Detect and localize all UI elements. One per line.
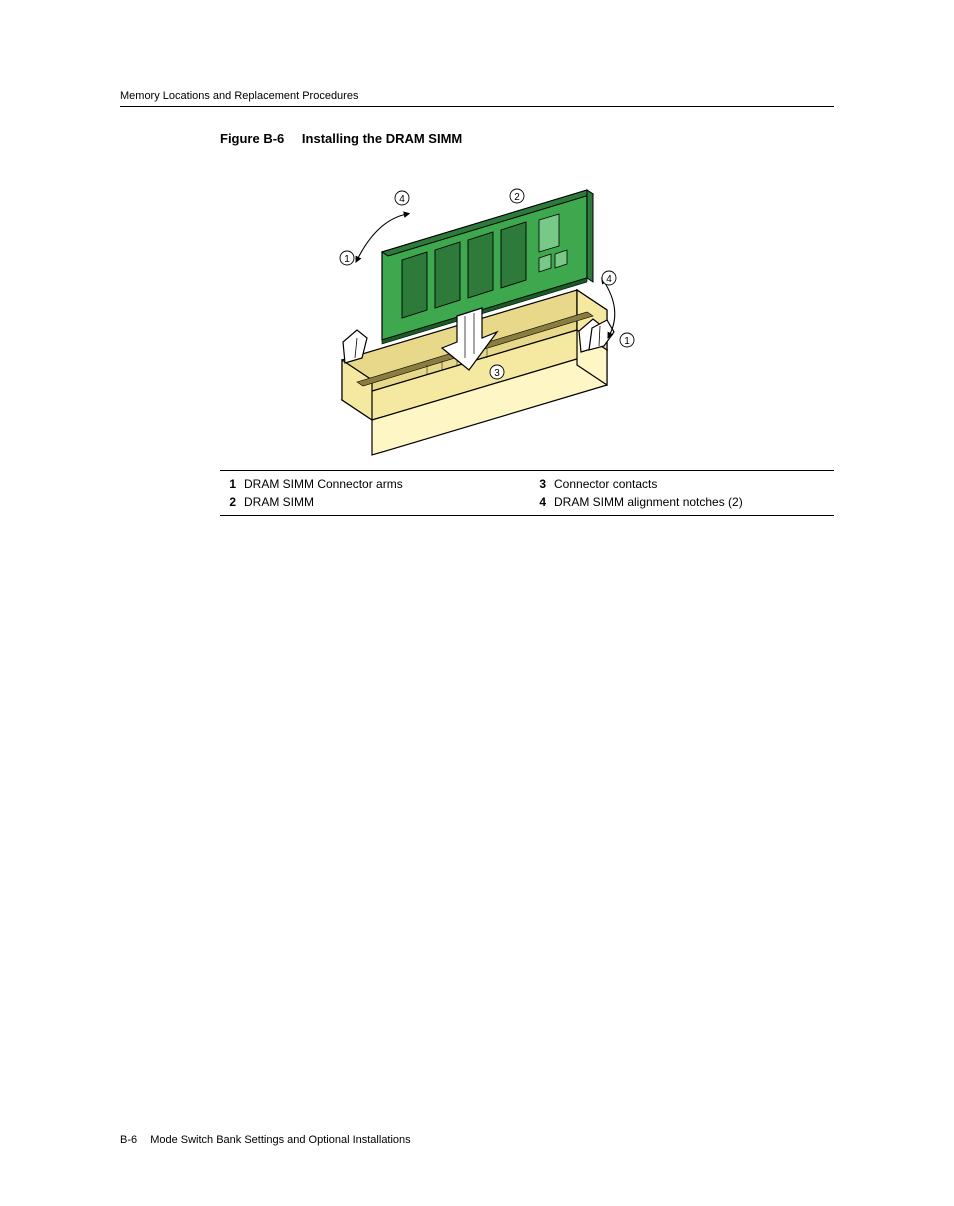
callout-4-left: 4 [395,191,409,205]
legend-num-4: 4 [530,495,548,509]
svg-text:4: 4 [399,194,405,205]
figure-title: Installing the DRAM SIMM [302,131,462,146]
legend-num-1: 1 [220,477,238,491]
legend-text-4: DRAM SIMM alignment notches (2) [554,495,834,509]
callout-1-right: 1 [620,333,634,347]
callout-2: 2 [510,189,524,203]
legend-num-2: 2 [220,495,238,509]
page-number: B-6 [120,1134,137,1146]
svg-text:3: 3 [494,368,500,379]
svg-text:4: 4 [606,274,612,285]
figure-legend: 1 DRAM SIMM Connector arms 3 Connector c… [220,470,834,516]
svg-text:1: 1 [624,336,630,347]
callout-4-right: 4 [602,271,616,285]
chapter-title: Mode Switch Bank Settings and Optional I… [150,1134,410,1146]
legend-text-1: DRAM SIMM Connector arms [244,477,524,491]
page-footer: B-6 Mode Switch Bank Settings and Option… [120,1134,411,1146]
legend-text-3: Connector contacts [554,477,834,491]
legend-text-2: DRAM SIMM [244,495,524,509]
callout-1-left: 1 [340,251,354,265]
figure-number: Figure B-6 [220,131,284,146]
callout-3: 3 [490,365,504,379]
figure-diagram: 4 2 1 4 1 [120,160,834,460]
svg-text:2: 2 [514,192,520,203]
legend-num-3: 3 [530,477,548,491]
section-title: Memory Locations and Replacement Procedu… [120,90,358,102]
simm-install-diagram: 4 2 1 4 1 [307,160,647,460]
page-header: Memory Locations and Replacement Procedu… [120,90,834,107]
svg-text:1: 1 [344,254,350,265]
figure-caption: Figure B-6 Installing the DRAM SIMM [220,131,834,146]
